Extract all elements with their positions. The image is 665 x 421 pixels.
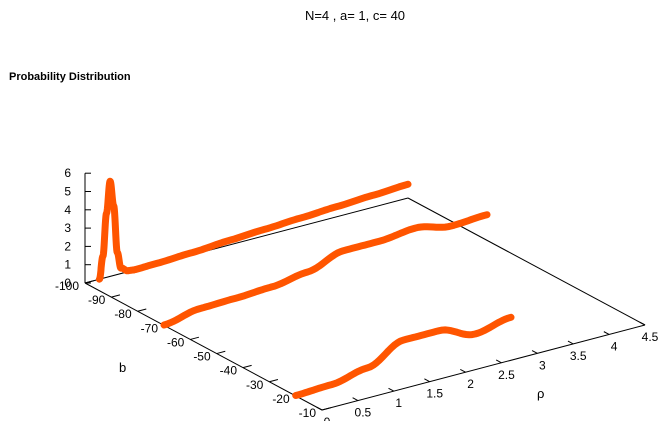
y-tick-label: -100 xyxy=(55,279,79,293)
x-tick-label: 4.5 xyxy=(642,330,659,344)
z-tick-label: 4 xyxy=(64,203,71,217)
y-tick-label: -20 xyxy=(272,392,290,406)
z-axis-label: Probability Distribution xyxy=(9,71,131,83)
y-tick-label: -30 xyxy=(246,378,264,392)
z-tick-label: 5 xyxy=(64,185,71,199)
y-axis-line xyxy=(84,282,323,411)
z-tick-label: 2 xyxy=(64,239,71,253)
y-tick xyxy=(269,379,279,383)
x-tick-label: 1.5 xyxy=(426,387,443,401)
x-axis-label: ρ xyxy=(537,386,544,401)
x-tick xyxy=(316,406,323,411)
z-tick-label: 6 xyxy=(64,166,71,180)
x-tick-label: 3 xyxy=(539,358,546,372)
z-tick-label: 1 xyxy=(64,258,71,272)
x-tick xyxy=(531,350,538,354)
y-tick xyxy=(321,407,331,411)
x-tick xyxy=(352,397,359,401)
x-tick xyxy=(603,331,610,335)
z-tick-label: 3 xyxy=(64,221,71,235)
y-tick xyxy=(242,364,252,369)
x-tick-label: 2.5 xyxy=(498,368,515,382)
data-series xyxy=(95,177,515,399)
x-tick xyxy=(495,359,502,364)
y-tick xyxy=(111,294,121,298)
plot-frame xyxy=(84,173,646,411)
x-tick-label: 1 xyxy=(395,396,402,410)
x-tick-label: 3.5 xyxy=(570,349,587,363)
chart-title: N=4 , a= 1, c= 40 xyxy=(305,8,405,23)
x-tick-label: 0 xyxy=(324,415,331,421)
x-tick xyxy=(460,368,466,373)
x-tick xyxy=(424,378,430,383)
x-tick-label: 4 xyxy=(611,339,618,353)
back-right-edge xyxy=(407,197,646,326)
y-tick-label: -40 xyxy=(220,364,238,378)
x-tick xyxy=(639,321,646,326)
y-axis-label: b xyxy=(119,360,126,375)
x-tick-label: 0.5 xyxy=(355,406,372,420)
x-axis-line xyxy=(321,324,646,411)
x-tick xyxy=(388,387,395,392)
y-tick-label: -90 xyxy=(88,293,106,307)
z-tick-label: 0 xyxy=(64,276,71,290)
x-tick xyxy=(567,340,574,345)
y-tick xyxy=(190,336,200,340)
y-tick xyxy=(216,350,226,355)
y-tick-label: -80 xyxy=(114,307,132,321)
x-tick-label: 2 xyxy=(467,377,474,391)
y-tick-label: -60 xyxy=(167,335,185,349)
series-line xyxy=(160,211,491,329)
y-tick-label: -10 xyxy=(299,406,317,420)
y-tick xyxy=(137,308,147,312)
series-line xyxy=(95,177,412,283)
y-tick-label: -70 xyxy=(141,321,159,335)
series-line xyxy=(292,313,515,399)
y-tick-label: -50 xyxy=(193,350,211,364)
axis-ticks: 0 0.5 1 1.5 2 2.5 3 3.5 4 4.5 -10 -20 -30 -40 -50 -60 -7… xyxy=(55,166,659,421)
